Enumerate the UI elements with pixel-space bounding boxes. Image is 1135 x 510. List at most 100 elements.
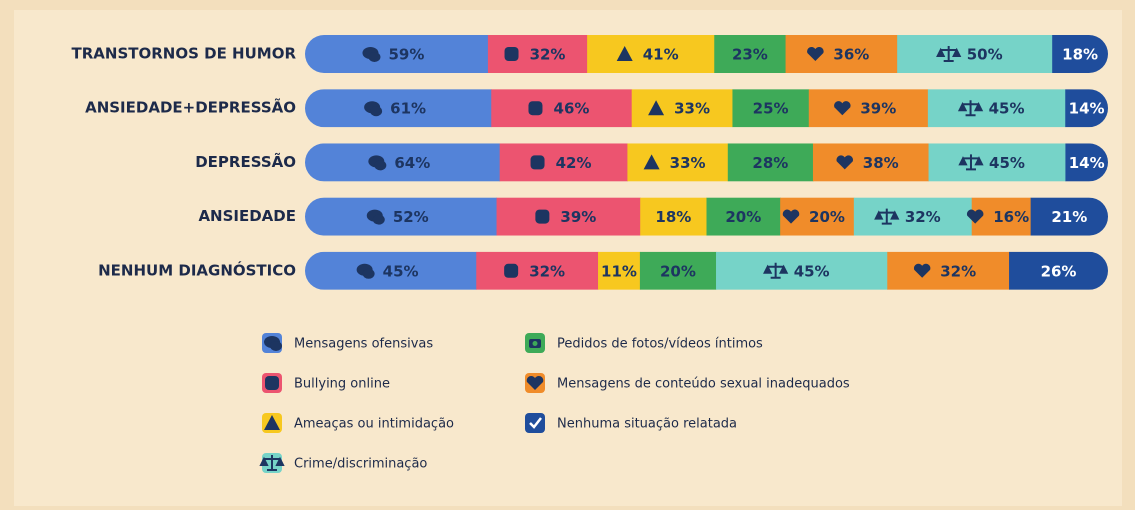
bar-segment — [1009, 251, 1108, 290]
bar-value-label: 20% — [809, 208, 845, 226]
bar-value-label: 26% — [1041, 262, 1077, 280]
bar-value-label: 18% — [655, 208, 691, 226]
bar-value-label: 64% — [394, 154, 430, 172]
bar-value-label: 32% — [530, 46, 566, 64]
icon — [356, 263, 375, 279]
icon — [264, 415, 280, 430]
bar-row — [305, 35, 1108, 73]
bar-value-label: 20% — [660, 262, 696, 280]
row-label: TRANSTORNOS DE HUMOR — [72, 45, 297, 63]
bar-segment — [1030, 197, 1108, 236]
icon-shape — [913, 263, 931, 278]
icon-shape — [504, 47, 519, 61]
bar-value-label: 32% — [905, 208, 941, 226]
icon-shape — [374, 160, 387, 171]
icon — [966, 209, 984, 224]
bar-row — [305, 197, 1108, 236]
icon — [958, 154, 984, 171]
bar-segment — [640, 197, 707, 236]
icon — [913, 263, 931, 278]
icon-shape — [966, 209, 984, 224]
bar-segment — [927, 89, 1066, 128]
bar-segment — [305, 143, 501, 182]
icon-shape — [616, 46, 633, 61]
icon — [504, 263, 519, 278]
row-label: ANSIEDADE — [198, 207, 296, 225]
bar-value-label: 45% — [794, 262, 830, 280]
bar-segment — [639, 251, 717, 290]
icon — [643, 154, 660, 170]
bar-segment — [305, 197, 498, 236]
bar-value-label: 33% — [670, 154, 706, 172]
icon — [529, 417, 542, 429]
icon-shape — [529, 417, 542, 429]
icon — [530, 155, 545, 170]
icon — [957, 100, 984, 117]
bar-segment — [812, 143, 930, 182]
icon — [366, 209, 385, 225]
icon — [529, 339, 541, 348]
icon — [368, 155, 387, 171]
icon — [364, 101, 383, 117]
icon — [528, 101, 543, 116]
bar-segment — [587, 35, 715, 73]
icon — [362, 47, 381, 62]
bar-segment — [928, 143, 1066, 182]
bar-segment — [499, 143, 628, 182]
bar-value-label: 42% — [556, 154, 592, 172]
bar-segment — [491, 89, 633, 128]
bar-segment — [1065, 143, 1108, 182]
icon-shape — [528, 101, 543, 116]
legend-swatch — [525, 413, 545, 433]
bar-segment — [1052, 35, 1108, 73]
bar-value-label: 20% — [725, 208, 761, 226]
bar-segment — [714, 35, 787, 73]
bar-value-label: 23% — [732, 46, 768, 64]
icon — [936, 46, 962, 62]
bar-value-label: 46% — [554, 100, 590, 118]
bar-segment — [853, 197, 973, 236]
bar-segment — [1065, 89, 1108, 128]
bar-row — [305, 251, 1108, 290]
icon-shape — [648, 100, 665, 116]
bar-value-label: 32% — [529, 262, 565, 280]
icon-shape — [836, 155, 854, 170]
icon-shape — [504, 263, 519, 278]
icon — [834, 101, 851, 116]
icon-shape — [532, 341, 538, 346]
bar-segment — [716, 251, 888, 290]
bar-value-label: 38% — [863, 154, 899, 172]
icon — [763, 262, 789, 279]
bar-value-label: 11% — [601, 262, 637, 280]
bar-segment — [785, 35, 898, 73]
row-label: NENHUM DIAGNÓSTICO — [98, 260, 296, 279]
bar-value-label: 52% — [393, 208, 429, 226]
bar-value-label: 41% — [643, 46, 679, 64]
bar-segment — [727, 143, 814, 182]
icon — [526, 375, 544, 390]
bar-value-label: 14% — [1069, 154, 1105, 172]
bar-value-label: 21% — [1051, 208, 1087, 226]
bar-segment — [887, 251, 1010, 290]
legend-label: Bullying online — [294, 377, 390, 392]
bar-value-label: 33% — [674, 100, 710, 118]
icon — [616, 46, 633, 61]
bar-segment — [808, 89, 929, 128]
bar-value-label: 14% — [1069, 100, 1105, 118]
bar-segment — [305, 35, 489, 73]
bar-value-label: 39% — [860, 100, 896, 118]
bar-segment — [627, 143, 729, 182]
icon-shape — [936, 46, 962, 62]
icon — [874, 208, 900, 225]
icon — [782, 209, 800, 224]
bar-row — [305, 143, 1108, 182]
icon-shape — [270, 341, 282, 351]
icon-shape — [370, 106, 383, 117]
bar-value-label: 16% — [993, 208, 1029, 226]
icon-shape — [530, 155, 545, 170]
icon-shape — [259, 455, 285, 471]
icon-shape — [362, 268, 375, 279]
bar-segment — [496, 197, 641, 236]
icon-shape — [782, 209, 800, 224]
